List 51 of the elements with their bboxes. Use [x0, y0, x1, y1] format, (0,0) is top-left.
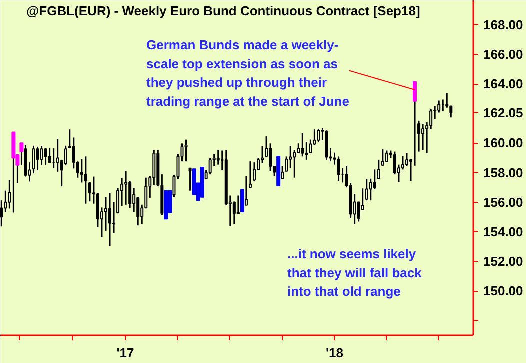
candlestick: [84, 156, 88, 205]
candlestick: [108, 192, 112, 247]
candlestick: [252, 162, 256, 182]
candlestick: [365, 178, 368, 202]
candlestick: [401, 155, 404, 170]
y-tick-label: 150.00: [484, 284, 524, 299]
candlestick: [0, 200, 4, 228]
candlestick: [413, 81, 418, 167]
candlestick: [88, 181, 92, 202]
x-tick-label: '17: [116, 346, 134, 360]
candlestick: [269, 142, 272, 172]
candlestick: [244, 175, 248, 206]
candlestick: [405, 152, 408, 168]
candlestick: [381, 148, 384, 167]
candlestick: [8, 179, 12, 210]
candlestick: [236, 194, 240, 214]
candlestick: [301, 132, 304, 158]
candlestick: [40, 145, 44, 166]
candlestick: [240, 189, 244, 212]
candlestick: [422, 123, 425, 151]
candlestick: [410, 159, 413, 182]
y-tick-label: 158.00: [484, 165, 524, 180]
y-tick-label: 160.00: [484, 136, 524, 151]
candlestick: [317, 128, 320, 143]
candlestick: [337, 156, 340, 182]
y-tick-label: 168.00: [484, 17, 524, 32]
candlestick: [248, 160, 252, 188]
candlestick: [36, 146, 40, 172]
candlestick: [377, 159, 380, 180]
candlestick: [48, 147, 52, 164]
chart-title: @FGBL(EUR) - Weekly Euro Bund Continuous Contract [Sep18]: [26, 3, 420, 18]
candlestick: [104, 196, 108, 232]
candlestick: [188, 167, 192, 192]
y-tick-label: 162.05: [484, 105, 524, 120]
annotation: ...it now seems likely that they will fall back into that old range: [288, 246, 423, 300]
candlestick: [373, 168, 376, 190]
y-tick-label: 152.00: [484, 254, 524, 270]
x-tick-label: '18: [326, 346, 344, 360]
y-tick-label: 154.00: [484, 224, 524, 240]
candlestick: [44, 148, 48, 166]
candlestick: [208, 158, 212, 176]
candlestick: [124, 170, 128, 206]
candlestick: [293, 149, 296, 179]
candlestick: [385, 150, 388, 162]
candlestick: [184, 139, 188, 162]
y-tick-label: 164.00: [484, 76, 524, 92]
candlestick: [289, 145, 292, 169]
y-tick-label: 166.00: [484, 46, 524, 62]
y-tick-label: 156.00: [484, 194, 524, 210]
candlestick: [32, 145, 36, 174]
annotation: German Bunds made a weekly- scale top extension as soon as they pushed up through their trading range at the start of June: [146, 38, 350, 109]
